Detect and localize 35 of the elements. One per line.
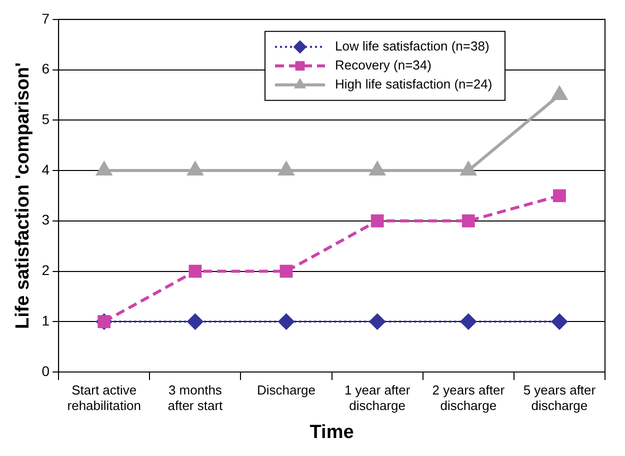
x-tick-label: 1 year after discharge bbox=[344, 382, 411, 413]
x-tick-label: Discharge bbox=[256, 382, 316, 398]
y-tick-label: 1 bbox=[42, 312, 50, 328]
y-axis-title: Life satisfaction 'comparison' bbox=[12, 62, 34, 330]
x-tick-label: Start active rehabilitation bbox=[67, 382, 141, 413]
y-tick-label: 0 bbox=[42, 362, 50, 379]
point bbox=[460, 162, 476, 176]
point bbox=[551, 314, 568, 330]
point bbox=[188, 264, 202, 278]
y-tick-label: 5 bbox=[42, 111, 50, 127]
point bbox=[460, 314, 476, 330]
point bbox=[370, 214, 384, 228]
legend-label: High life satisfaction (n=24) bbox=[335, 76, 492, 92]
point bbox=[278, 162, 294, 176]
point bbox=[552, 86, 568, 100]
point bbox=[280, 264, 293, 278]
point bbox=[369, 314, 386, 330]
y-tick-label: 6 bbox=[42, 60, 50, 77]
point bbox=[278, 314, 294, 330]
point bbox=[188, 162, 203, 176]
x-tick-label: 3 months after start bbox=[168, 382, 224, 413]
y-tick-label: 4 bbox=[42, 161, 50, 178]
legend-label: Recovery (n=34) bbox=[335, 57, 432, 72]
point bbox=[96, 162, 112, 176]
legend-label: Low life satisfaction (n=38) bbox=[335, 38, 490, 54]
point bbox=[370, 162, 385, 176]
point bbox=[462, 214, 475, 228]
x-tick-label: 2 years after discharge bbox=[432, 382, 506, 413]
x-tick-label: 5 years after discharge bbox=[523, 382, 596, 413]
y-tick-label: 2 bbox=[42, 262, 50, 278]
point bbox=[187, 314, 204, 330]
x-axis-title: Time bbox=[310, 422, 354, 443]
y-tick-label: 3 bbox=[42, 212, 50, 228]
point bbox=[553, 189, 566, 202]
y-tick-label: 7 bbox=[42, 10, 50, 26]
